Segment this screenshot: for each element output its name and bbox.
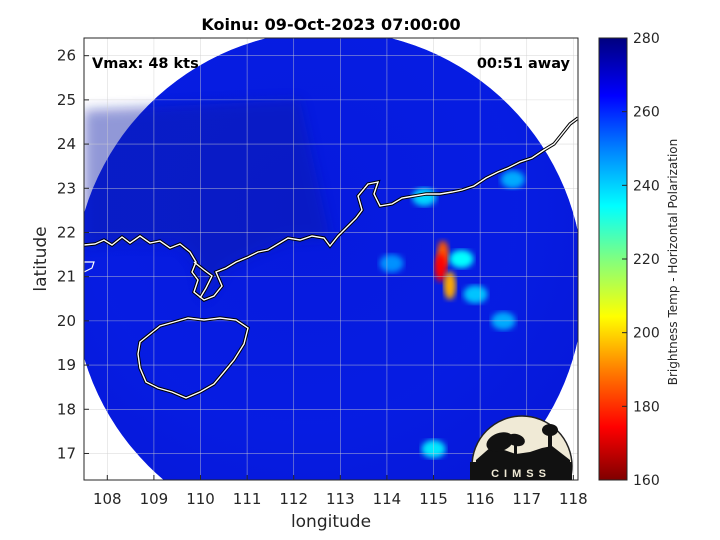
x-axis-label: longitude xyxy=(291,512,371,532)
chart-title: Koinu: 09-Oct-2023 07:00:00 xyxy=(201,15,460,34)
cold-feature-6 xyxy=(379,254,404,273)
x-tick-label: 111 xyxy=(233,490,262,508)
y-tick-label: 17 xyxy=(57,444,76,462)
y-tick-label: 21 xyxy=(57,268,76,286)
x-tick-label: 112 xyxy=(279,490,308,508)
x-tick-label: 116 xyxy=(466,490,495,508)
cold-feature-7 xyxy=(463,285,488,304)
cold-feature-1 xyxy=(434,253,447,282)
y-tick-label: 18 xyxy=(57,400,76,418)
y-tick-label: 22 xyxy=(57,223,76,241)
land-tint xyxy=(84,100,330,300)
y-tick-label: 19 xyxy=(57,356,76,374)
cimss-logo-text: CIMSS xyxy=(491,468,551,480)
x-tick-label: 114 xyxy=(373,490,402,508)
y-tick-label: 24 xyxy=(57,135,76,153)
cimss-logo: CIMSS xyxy=(470,415,573,480)
colorbar-tick-label: 260 xyxy=(633,105,660,121)
colorbar-tick-label: 280 xyxy=(633,31,660,47)
colorbar-tick-label: 180 xyxy=(633,399,660,415)
colorbar-tick-label: 200 xyxy=(633,326,660,342)
y-tick-label: 26 xyxy=(57,47,76,65)
x-tick-label: 118 xyxy=(559,490,588,508)
swath-layer xyxy=(84,38,578,480)
y-tick-label: 23 xyxy=(57,179,76,197)
x-tick-label: 108 xyxy=(93,490,122,508)
x-tick-label: 113 xyxy=(326,490,355,508)
colorbar-label: Brightness Temp - Horizontal Polarizatio… xyxy=(666,139,680,386)
colorbar-tick-label: 240 xyxy=(633,178,660,194)
x-tick-label: 117 xyxy=(512,490,541,508)
x-tick-label: 115 xyxy=(419,490,448,508)
vmax-annotation: Vmax: 48 kts xyxy=(92,56,199,72)
cold-feature-3 xyxy=(449,250,474,268)
colorbar-tick-label: 220 xyxy=(633,252,660,268)
y-axis-ticks: 17 18 19 20 21 22 23 24 25 26 xyxy=(57,47,89,462)
cold-feature-2 xyxy=(443,271,456,300)
colorbar-ticks: 160 180 200 220 240 260 280 xyxy=(622,31,660,489)
y-tick-label: 20 xyxy=(57,312,76,330)
coastline-fills xyxy=(84,261,103,480)
axes-frame xyxy=(83,37,579,481)
colorbar-tick-label: 160 xyxy=(633,473,660,489)
y-axis-label: latitude xyxy=(31,226,51,291)
grid-lines xyxy=(84,38,578,480)
time-away-annotation: 00:51 away xyxy=(477,56,571,72)
x-tick-label: 109 xyxy=(140,490,169,508)
x-axis-ticks: 108 109 110 111 112 113 114 115 116 117 118 xyxy=(93,475,588,508)
cold-feature-5 xyxy=(500,170,525,189)
x-tick-label: 110 xyxy=(186,490,215,508)
y-tick-label: 25 xyxy=(57,91,76,109)
